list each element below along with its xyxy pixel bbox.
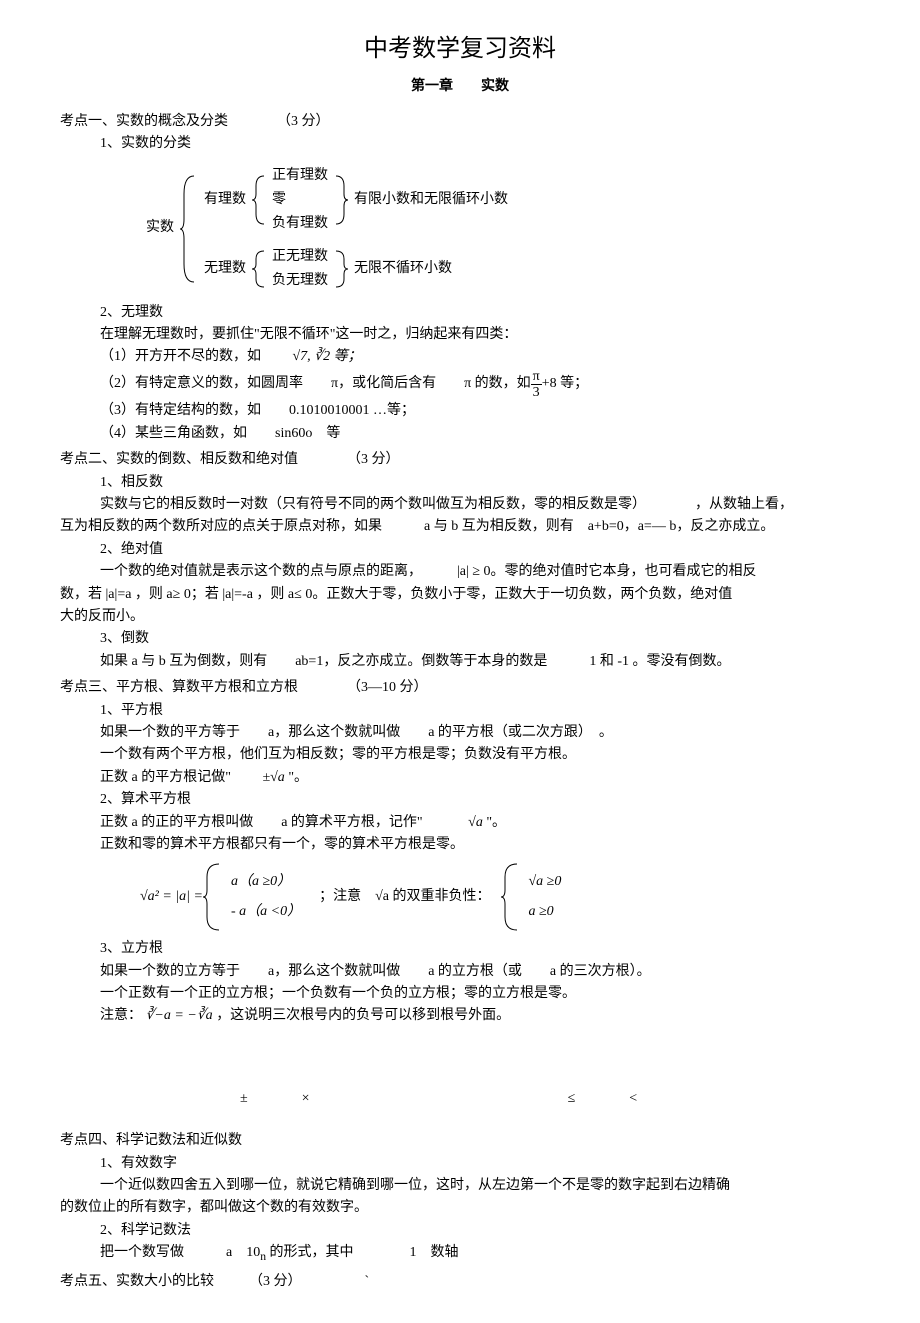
brace-icon [252,249,268,289]
tree-leaf: 正有理数 [268,164,332,188]
math-expr: √a [468,815,483,830]
chapter-title: 第一章 实数 [60,76,860,98]
kp2-item3-p1: 如果 a 与 b 互为倒数，则有 ab=1，反之亦成立。倒数等于本身的数是 1 … [60,651,860,673]
kp2-item2-p1: 一个数的绝对值就是表示这个数的点与原点的距离， |a| ≥ 0。零的绝对值时它本… [60,561,860,583]
kp1-item2-desc: 在理解无理数时，要抓住"无限不循环"这一时之，归纳起来有四类： [60,324,860,346]
main-title: 中考数学复习资料 [60,30,860,68]
kp1-item2-3: （3）有特定结构的数，如 0.1010010001 …等； [60,400,860,422]
tree-b1: 有理数 [198,189,252,211]
kp2-item2: 2、绝对值 [60,539,860,561]
brace-close-icon [332,249,348,289]
math-expr: ±√a [262,770,284,785]
kp1-item2-2: （2）有特定意义的数，如圆周率 π，或化简后含有 π 的数，如 π 3 +8 等… [60,369,860,401]
tree-leaf: 负无理数 [268,269,332,293]
classification-tree: 实数 有理数 正有理数 零 负有理数 有限小数和无限循环小数 [60,164,860,294]
kp1-item2-1: （1）开方开不尽的数，如 √7, ∛2 等； [60,346,860,368]
kp3-item2-p2: 正数和零的算术平方根都只有一个，零的算术平方根是零。 [60,834,860,856]
brace-icon [203,862,223,932]
text: "。 [486,815,506,830]
kp2-item1: 1、相反数 [60,472,860,494]
text: ，这说明三次根号内的负号可以移到根号外面。 [216,1008,510,1023]
rcase2: a ≥0 [521,897,570,927]
kp3-heading: 考点三、平方根、算数平方根和立方根 （3—10 分） [60,677,860,699]
kp4-item1: 1、有效数字 [60,1153,860,1175]
kp2-item1-p2: 互为相反数的两个数所对应的点关于原点对称，如果 a 与 b 互为相反数，则有 a… [60,516,860,538]
tree-leaf: 正无理数 [268,245,332,269]
rcase1: √a ≥0 [521,867,570,897]
fraction: π 3 [531,369,542,401]
abs-formula: √a² = |a| = a（a ≥0） - a（a <0） ；注意 √a 的双重… [140,862,860,932]
text: （2）有特定意义的数，如圆周率 π，或化简后含有 π 的数，如 [100,373,531,395]
scattered-symbols: ± × ≤ < [60,1088,860,1110]
kp2-item3: 3、倒数 [60,628,860,650]
kp2-item2-p3: 大的反而小。 [60,606,860,628]
kp3-item1-p1: 如果一个数的平方等于 a，那么这个数就叫做 a 的平方根（或二次方跟） 。 [60,722,860,744]
kp1-item1: 1、实数的分类 [60,133,860,155]
kp4-item2: 2、科学记数法 [60,1220,860,1242]
middle-text: ；注意 √a 的双重非负性： [309,886,500,908]
denominator: 3 [531,385,542,400]
tree-right: 无限不循环小数 [348,258,458,280]
tree-leaf: 零 [268,188,332,212]
kp4-item2-p1: 把一个数写做 a 10n 的形式，其中 1 数轴 [60,1242,860,1266]
text: 的形式，其中 1 数轴 [266,1245,459,1260]
kp1-item2: 2、无理数 [60,302,860,324]
kp3-item3-p2: 一个正数有一个正的立方根；一个负数有一个负的立方根；零的立方根是零。 [60,983,860,1005]
kp3-item1: 1、平方根 [60,700,860,722]
kp3-item2: 2、算术平方根 [60,789,860,811]
case2: - a（a <0） [223,897,309,927]
kp3-item3: 3、立方根 [60,938,860,960]
case1: a（a ≥0） [223,867,309,897]
kp4-item1-p2: 的数位止的所有数字，都叫做这个数的有效数字。 [60,1197,860,1219]
math-expr: √7, ∛2 等； [293,349,362,364]
text: "。 [288,770,308,785]
tree-b2: 无理数 [198,258,252,280]
text: （1）开方开不尽的数，如 [100,349,289,364]
kp2-item2-p2: 数，若 |a|=a ，则 a≥ 0；若 |a|=-a ，则 a≤ 0。正数大于零… [60,584,860,606]
text: 把一个数写做 a 10 [100,1245,260,1260]
kp3-item1-p3: 正数 a 的平方根记做" ±√a "。 [60,767,860,789]
numerator: π [531,369,542,385]
tree-right: 有限小数和无限循环小数 [348,189,514,211]
kp2-heading: 考点二、实数的倒数、相反数和绝对值 （3 分） [60,449,860,471]
kp2-item1-p1: 实数与它的相反数时一对数（只有符号不同的两个数叫做互为相反数，零的相反数是零） … [60,494,860,516]
kp1-item2-4: （4）某些三角函数，如 sin60o 等 [60,423,860,445]
brace-icon [501,862,521,932]
kp5-heading: 考点五、实数大小的比较 （3 分） ` [60,1271,860,1293]
kp4-heading: 考点四、科学记数法和近似数 [60,1130,860,1152]
text: 正数 a 的平方根记做" [100,770,259,785]
brace-icon [180,174,198,284]
math-lhs: √a² = |a| = [140,886,203,908]
brace-close-icon [332,174,348,226]
text: 正数 a 的正的平方根叫做 a 的算术平方根，记作" [100,815,465,830]
kp3-item3-p3: 注意： ∛−a = −∛a ，这说明三次根号内的负号可以移到根号外面。 [60,1005,860,1027]
kp4-item1-p1: 一个近似数四舍五入到哪一位，就说它精确到哪一位，这时，从左边第一个不是零的数字起… [60,1175,860,1197]
kp3-item3-p1: 如果一个数的立方等于 a，那么这个数就叫做 a 的立方根（或 a 的三次方根）。 [60,961,860,983]
text: +8 等； [542,373,588,395]
kp3-item2-p1: 正数 a 的正的平方根叫做 a 的算术平方根，记作" √a "。 [60,812,860,834]
brace-icon [252,174,268,226]
kp3-item1-p2: 一个数有两个平方根，他们互为相反数；零的平方根是零；负数没有平方根。 [60,744,860,766]
tree-leaf: 负有理数 [268,212,332,236]
math-expr: ∛−a = −∛a [146,1008,213,1023]
text: 注意： [100,1008,142,1023]
tree-root: 实数 [140,217,180,239]
kp1-heading: 考点一、实数的概念及分类 （3 分） [60,111,860,133]
